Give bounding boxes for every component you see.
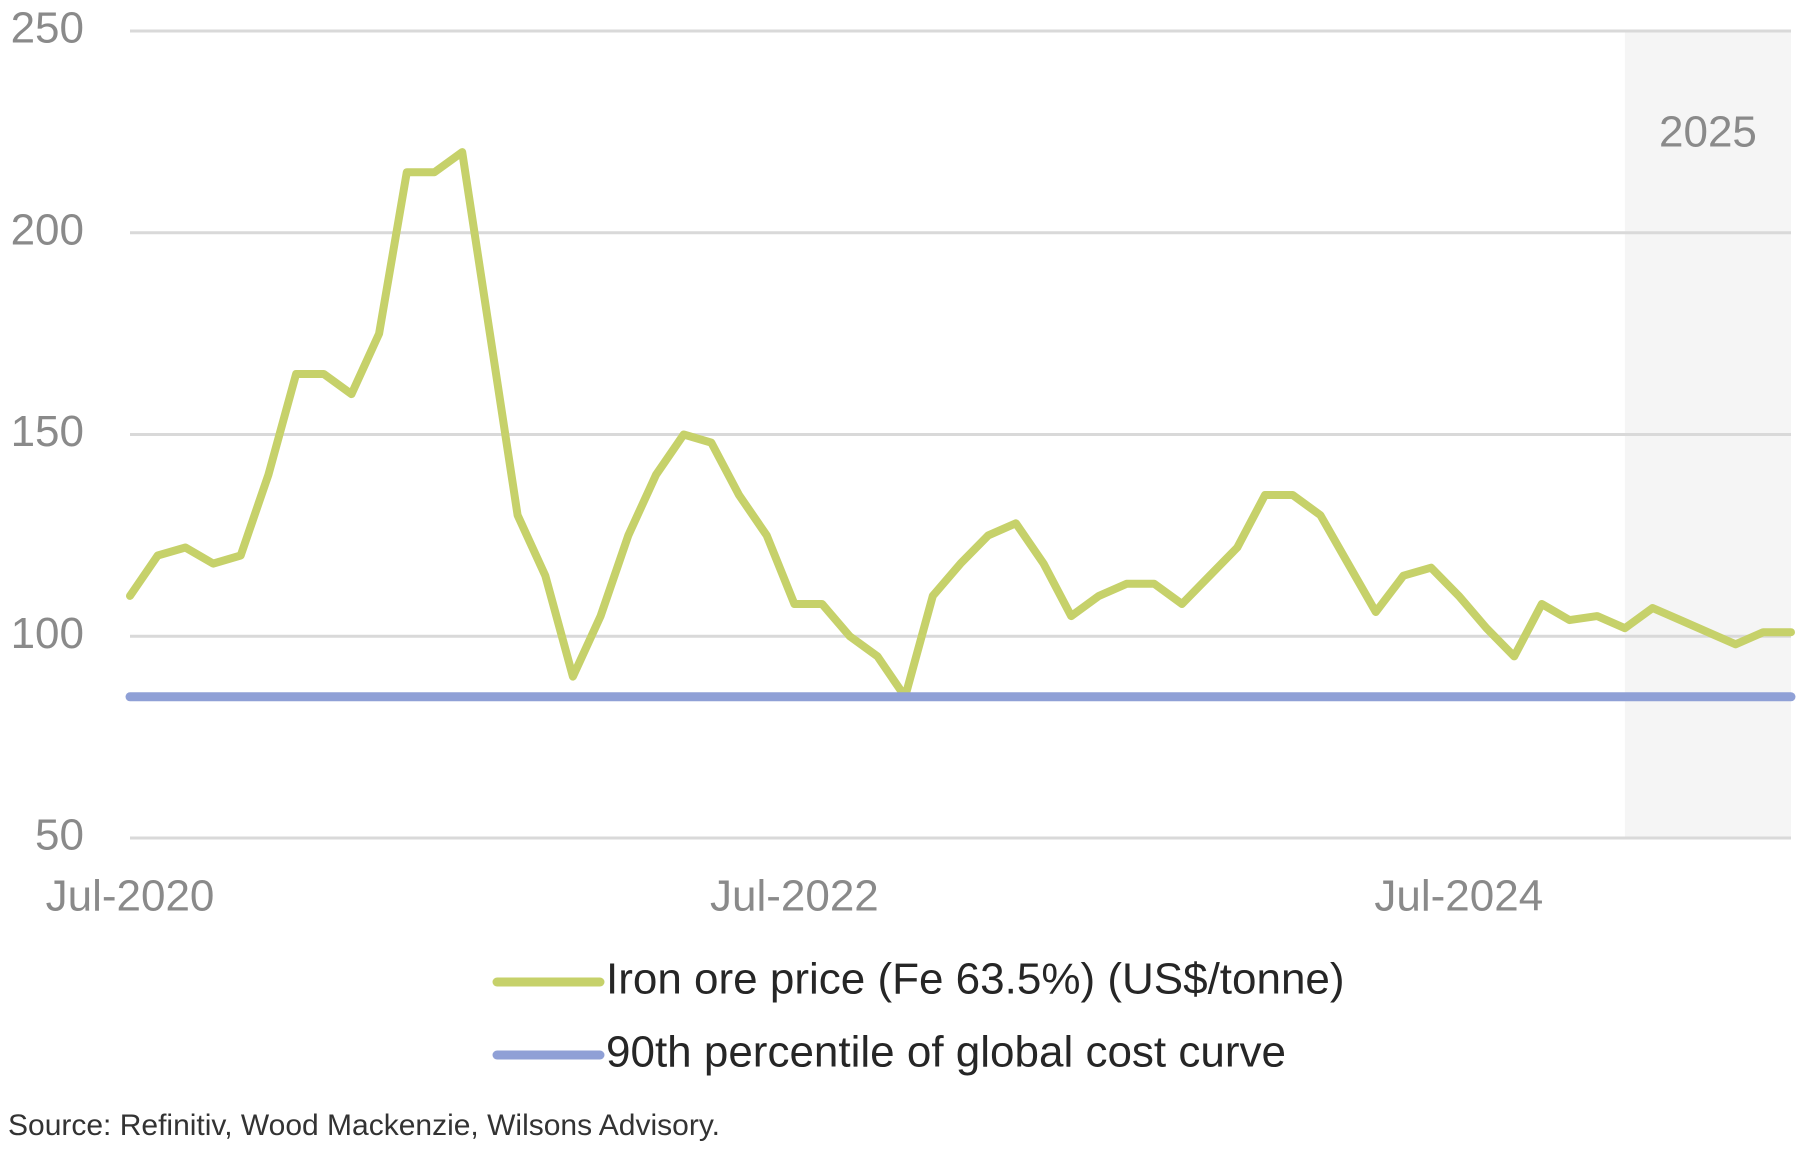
x-tick-label: Jul-2022 (710, 872, 879, 921)
y-tick-label: 250 (11, 4, 84, 53)
x-tick-label: Jul-2020 (46, 872, 215, 921)
x-tick-label: Jul-2024 (1374, 872, 1543, 921)
source-note: Source: Refinitiv, Wood Mackenzie, Wilso… (8, 1109, 720, 1142)
y-tick-label: 100 (11, 609, 84, 658)
line-series (126, 148, 1795, 701)
y-tick-label: 150 (11, 407, 84, 456)
legend-label: Iron ore price (Fe 63.5%) (US$/tonne) (606, 955, 1345, 1004)
legend-label: 90th percentile of global cost curve (606, 1028, 1286, 1077)
shade-label: 2025 (1659, 108, 1757, 157)
y-tick-label: 50 (35, 811, 84, 860)
y-tick-label: 200 (11, 205, 84, 254)
